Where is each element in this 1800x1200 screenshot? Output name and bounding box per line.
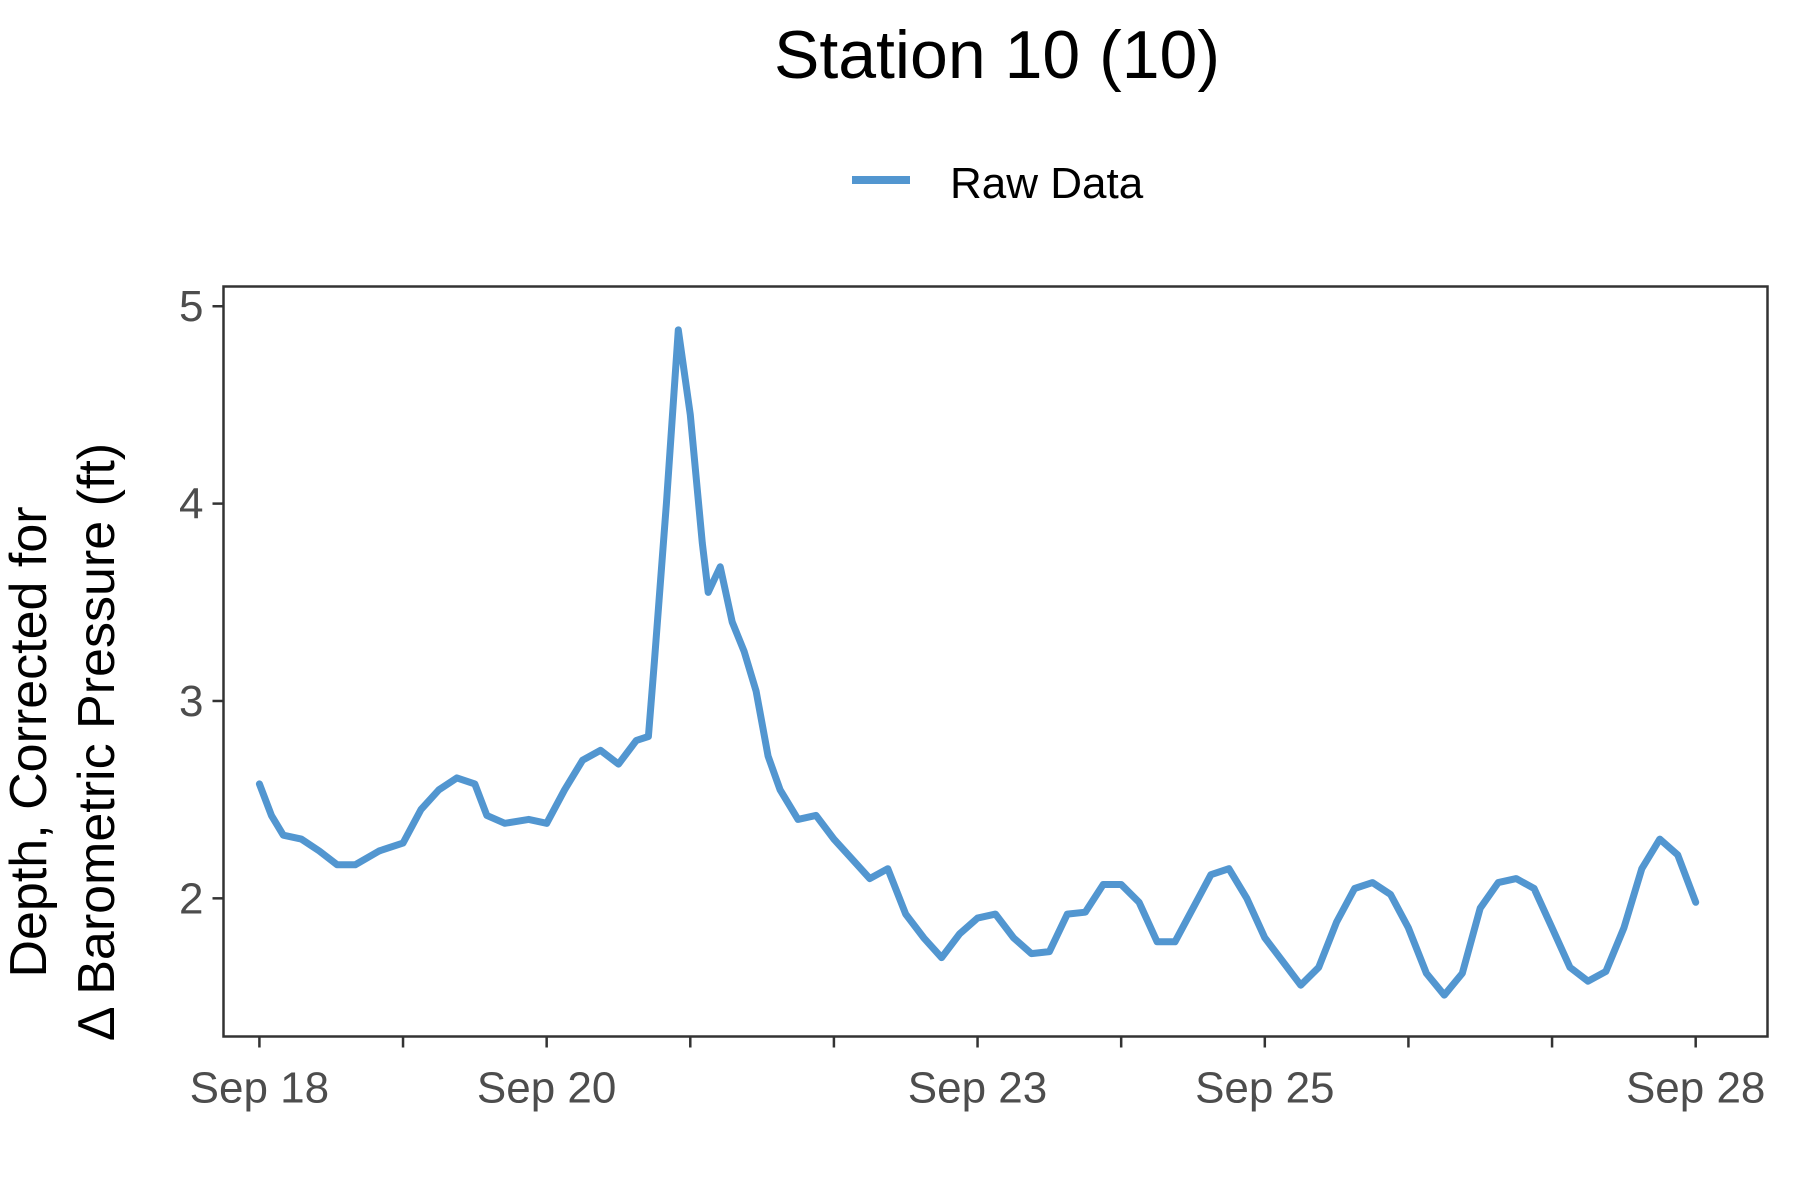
y-axis-title: Depth, Corrected for Δ Barometric Pressu… — [0, 443, 126, 1041]
y-axis-title-line-1: Depth, Corrected for — [0, 506, 58, 977]
legend-label-raw-data: Raw Data — [950, 159, 1144, 208]
y-tick-label-2: 4 — [179, 480, 203, 529]
chart-title: Station 10 (10) — [774, 17, 1220, 93]
series-layer — [255, 326, 1700, 999]
legend: Raw Data — [852, 159, 1144, 208]
x-tick-label-10: Sep 28 — [1626, 1064, 1765, 1113]
x-tick-label-7: Sep 25 — [1195, 1064, 1334, 1113]
y-tick-label-1: 3 — [179, 677, 203, 726]
y-axis-title-line-2: Δ Barometric Pressure (ft) — [68, 443, 126, 1041]
x-axis: Sep 18 Sep 20 Sep 23 Sep 25 Sep 28 — [190, 1036, 1765, 1113]
x-tick-label-5: Sep 23 — [908, 1064, 1047, 1113]
plot-panel-border — [222, 285, 1769, 1038]
y-axis: 2 3 4 5 — [179, 282, 224, 923]
x-tick-label-0: Sep 18 — [190, 1064, 329, 1113]
x-tick-label-2: Sep 20 — [477, 1064, 616, 1113]
y-tick-label-0: 2 — [179, 874, 203, 923]
y-tick-label-3: 5 — [179, 282, 203, 331]
series-line-raw-data — [255, 326, 1700, 999]
